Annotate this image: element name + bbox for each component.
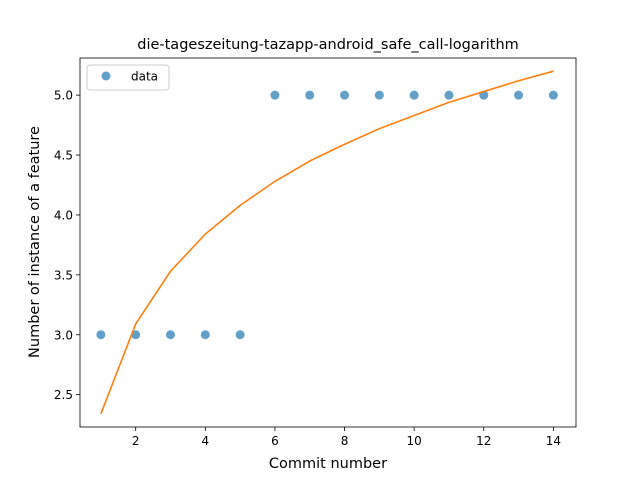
legend-label-data: data bbox=[131, 70, 158, 84]
x-tick-label: 14 bbox=[546, 434, 561, 448]
data-point bbox=[131, 330, 141, 340]
legend: data bbox=[86, 64, 170, 91]
axes-frame bbox=[79, 57, 577, 428]
chart-title: die-tageszeitung-tazapp-android_safe_cal… bbox=[137, 37, 519, 53]
data-point bbox=[409, 90, 419, 100]
data-point bbox=[444, 90, 454, 100]
y-tick-label: 4.0 bbox=[54, 208, 73, 222]
data-point bbox=[235, 330, 245, 340]
y-tick-label: 5.0 bbox=[54, 89, 73, 103]
data-point bbox=[270, 90, 280, 100]
y-tick-label: 3.0 bbox=[54, 328, 73, 342]
x-tick-label: 12 bbox=[476, 434, 491, 448]
x-axis-label: Commit number bbox=[269, 456, 387, 472]
legend-marker-data bbox=[101, 71, 111, 81]
fit-line bbox=[100, 70, 554, 415]
data-point bbox=[374, 90, 384, 100]
y-axis-label: Number of instance of a feature bbox=[27, 126, 43, 358]
y-tick-label: 2.5 bbox=[54, 388, 73, 402]
plot-area: 2 4 6 8 10 12 14 2.5 3.0 3.5 4.0 4.5 5.0 bbox=[54, 57, 577, 448]
data-point bbox=[514, 90, 524, 100]
data-point bbox=[200, 330, 210, 340]
x-tick-label: 6 bbox=[271, 434, 279, 448]
data-point bbox=[340, 90, 350, 100]
data-point bbox=[96, 330, 106, 340]
x-tick-label: 2 bbox=[132, 434, 140, 448]
x-tick-label: 8 bbox=[341, 434, 349, 448]
data-point bbox=[165, 330, 175, 340]
x-tick-label: 4 bbox=[201, 434, 209, 448]
data-point bbox=[305, 90, 315, 100]
y-tick-label: 3.5 bbox=[54, 268, 73, 282]
x-tick-label: 10 bbox=[407, 434, 422, 448]
legend-box bbox=[86, 64, 170, 91]
data-point bbox=[548, 90, 558, 100]
y-tick-label: 4.5 bbox=[54, 149, 73, 163]
